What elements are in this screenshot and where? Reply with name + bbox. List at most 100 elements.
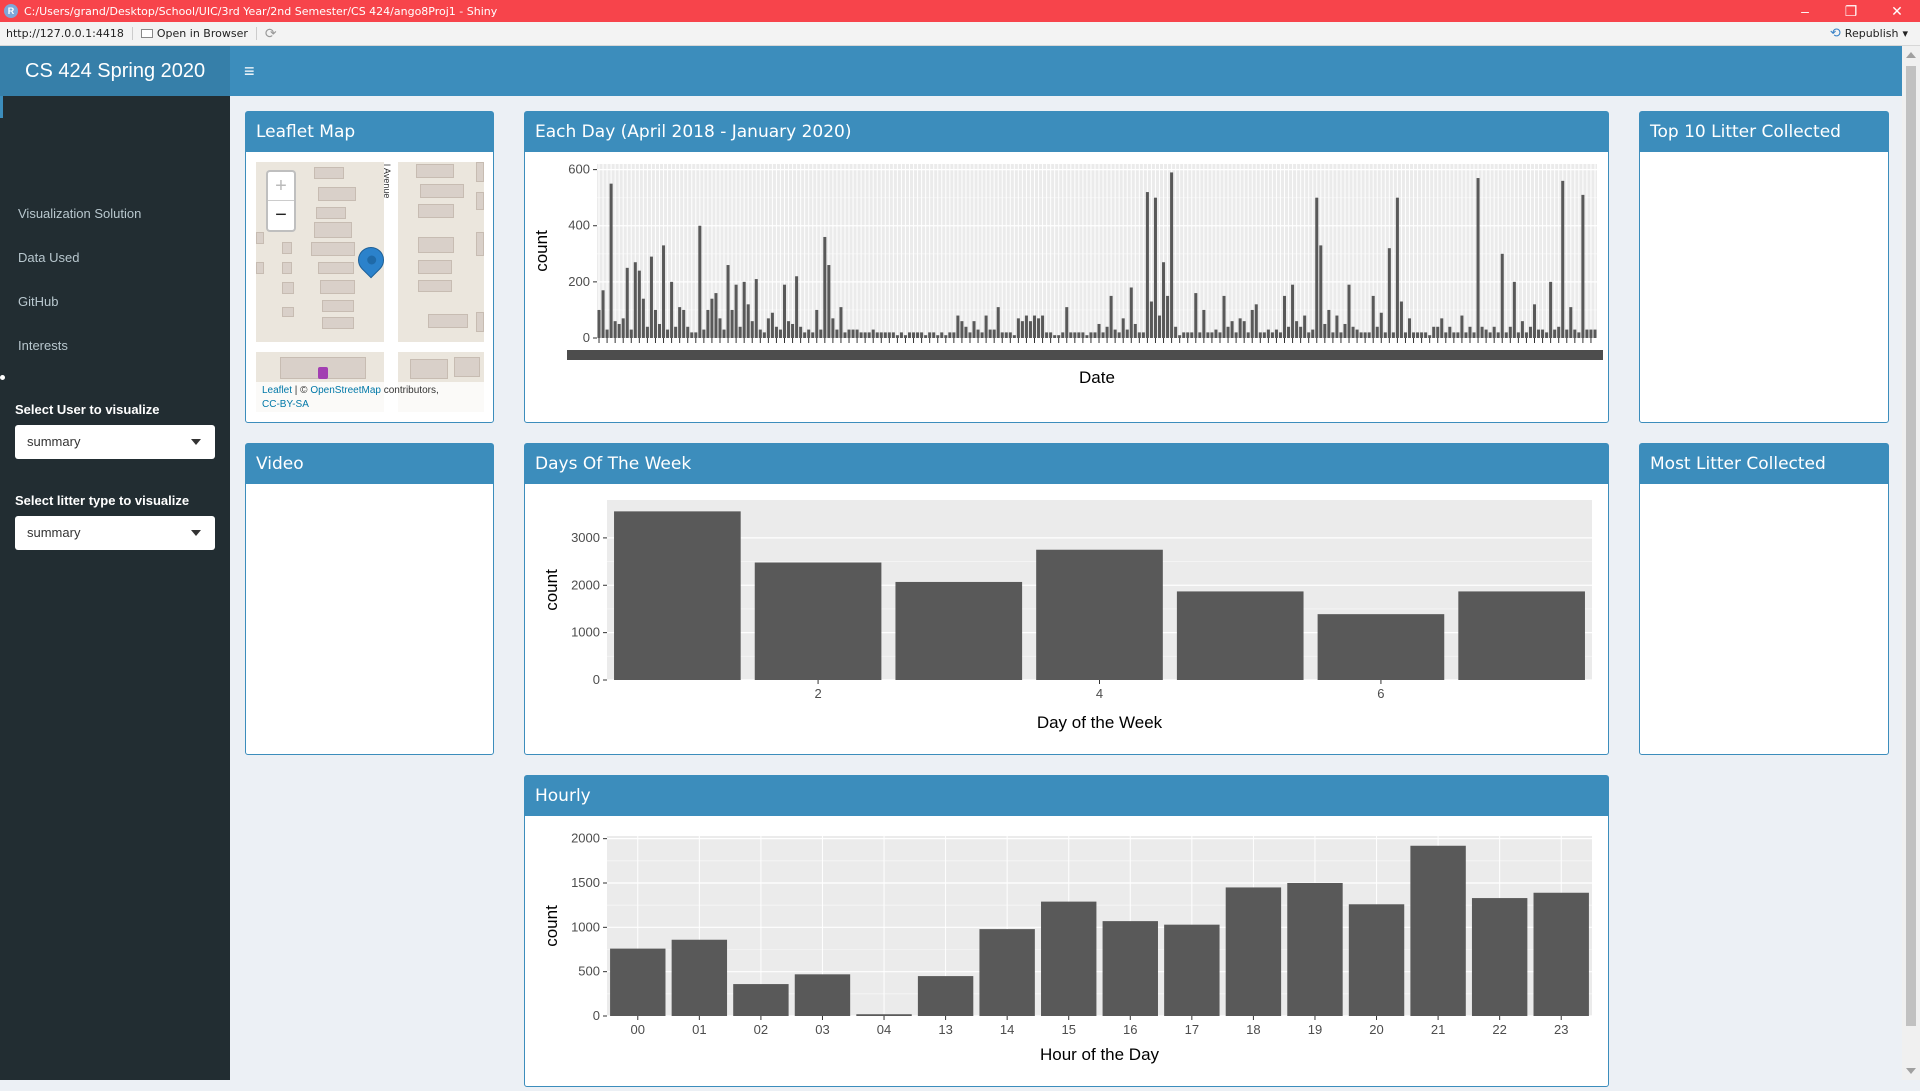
bar <box>972 321 976 338</box>
select-user-dropdown[interactable]: summary <box>15 425 215 459</box>
bar <box>1102 921 1158 1016</box>
bar <box>916 332 920 338</box>
bar <box>722 329 726 338</box>
bar <box>1049 332 1053 338</box>
bar <box>738 326 742 338</box>
bar <box>734 284 738 338</box>
bar <box>1295 321 1299 338</box>
license-link[interactable]: CC-BY-SA <box>262 399 309 410</box>
bar <box>887 332 891 338</box>
plot-panel <box>597 164 1597 338</box>
sidebar-item-interests[interactable]: Interests <box>18 338 68 353</box>
map-building <box>416 164 454 178</box>
bar <box>1024 315 1028 338</box>
app-title[interactable]: CS 424 Spring 2020 <box>0 46 230 96</box>
bar <box>671 939 728 1016</box>
bar <box>843 332 847 338</box>
bar <box>1225 887 1282 1016</box>
bar <box>690 332 694 338</box>
bar <box>1311 329 1315 338</box>
bar <box>778 329 782 338</box>
bar <box>694 332 698 338</box>
map-building <box>322 300 354 312</box>
bar <box>799 326 803 338</box>
x-tick-label: 18 <box>1246 1022 1260 1037</box>
scroll-down-icon[interactable] <box>1906 1068 1916 1074</box>
y-tick-label: 400 <box>568 218 590 233</box>
bar <box>992 329 996 338</box>
bar <box>1348 904 1405 1016</box>
bar <box>1355 329 1359 338</box>
bar <box>1496 332 1500 338</box>
bar <box>629 329 633 338</box>
bar <box>1089 332 1093 338</box>
browser-window-icon <box>140 29 153 38</box>
bar <box>1037 318 1041 338</box>
bar <box>1359 332 1363 338</box>
x-axis-label: Day of the Week <box>1037 713 1163 732</box>
bar <box>1206 332 1210 338</box>
bar <box>1480 326 1484 338</box>
close-button[interactable]: ✕ <box>1891 2 1903 19</box>
minimize-button[interactable]: – <box>1801 3 1809 19</box>
bar <box>875 332 879 338</box>
bar <box>1391 332 1395 338</box>
bar <box>1178 335 1182 338</box>
sidebar-active-indicator <box>0 96 3 118</box>
osm-link[interactable]: OpenStreetMap <box>310 385 381 396</box>
bar <box>1176 591 1304 680</box>
bar <box>1162 262 1166 338</box>
bar <box>1561 180 1565 338</box>
bar <box>1375 326 1379 338</box>
bar <box>1053 335 1057 338</box>
bar <box>1182 332 1186 338</box>
bar <box>1319 245 1323 338</box>
bar <box>1317 614 1445 680</box>
url-display: http://127.0.0.1:4418 <box>6 27 133 40</box>
bar <box>1145 192 1149 338</box>
zoom-in-button[interactable]: + <box>268 172 294 201</box>
map-building <box>314 222 352 238</box>
bar <box>1093 332 1097 338</box>
bar <box>1149 301 1153 338</box>
sidebar-item-github[interactable]: GitHub <box>18 294 59 309</box>
bar <box>1452 332 1456 338</box>
bar <box>1371 295 1375 338</box>
restore-button[interactable]: ❐ <box>1844 2 1858 19</box>
republish-button[interactable]: ⟲ Republish ▾ <box>1830 26 1908 41</box>
open-in-browser-button[interactable]: Open in Browser <box>140 27 257 40</box>
scrollbar-thumb[interactable] <box>1906 66 1916 1026</box>
bar <box>960 321 964 338</box>
bar <box>1113 329 1117 338</box>
bar <box>811 332 815 338</box>
bar <box>670 281 674 338</box>
map-building <box>428 314 468 328</box>
bar <box>855 329 859 338</box>
bar <box>710 298 714 338</box>
bar <box>621 318 625 338</box>
bar <box>770 312 774 338</box>
y-tick-label: 600 <box>568 162 590 177</box>
leaflet-link[interactable]: Leaflet <box>262 385 293 396</box>
zoom-out-button[interactable]: − <box>275 204 287 226</box>
bar <box>794 974 851 1016</box>
sidebar-toggle-icon[interactable]: ≡ <box>244 61 255 81</box>
leaflet-map[interactable]: l Avenue + − Leaflet | © OpenStreetMap c… <box>256 162 484 412</box>
bar <box>1057 335 1061 338</box>
vertical-scrollbar[interactable] <box>1902 46 1920 1080</box>
bar <box>1331 332 1335 338</box>
map-building <box>320 280 355 294</box>
bar <box>1262 332 1266 338</box>
bar <box>787 321 791 338</box>
select-litter-dropdown[interactable]: summary <box>15 516 215 550</box>
bar <box>1234 332 1238 338</box>
y-tick-label: 0 <box>583 330 590 345</box>
bar <box>1250 309 1254 338</box>
sidebar-item-visualization-solution[interactable]: Visualization Solution <box>18 206 142 221</box>
scroll-up-icon[interactable] <box>1906 52 1916 58</box>
bar <box>879 332 883 338</box>
bar <box>1186 332 1190 338</box>
sidebar-item-data-used[interactable]: Data Used <box>18 250 80 265</box>
refresh-icon[interactable]: ⟳ <box>264 25 277 42</box>
bar <box>766 318 770 338</box>
